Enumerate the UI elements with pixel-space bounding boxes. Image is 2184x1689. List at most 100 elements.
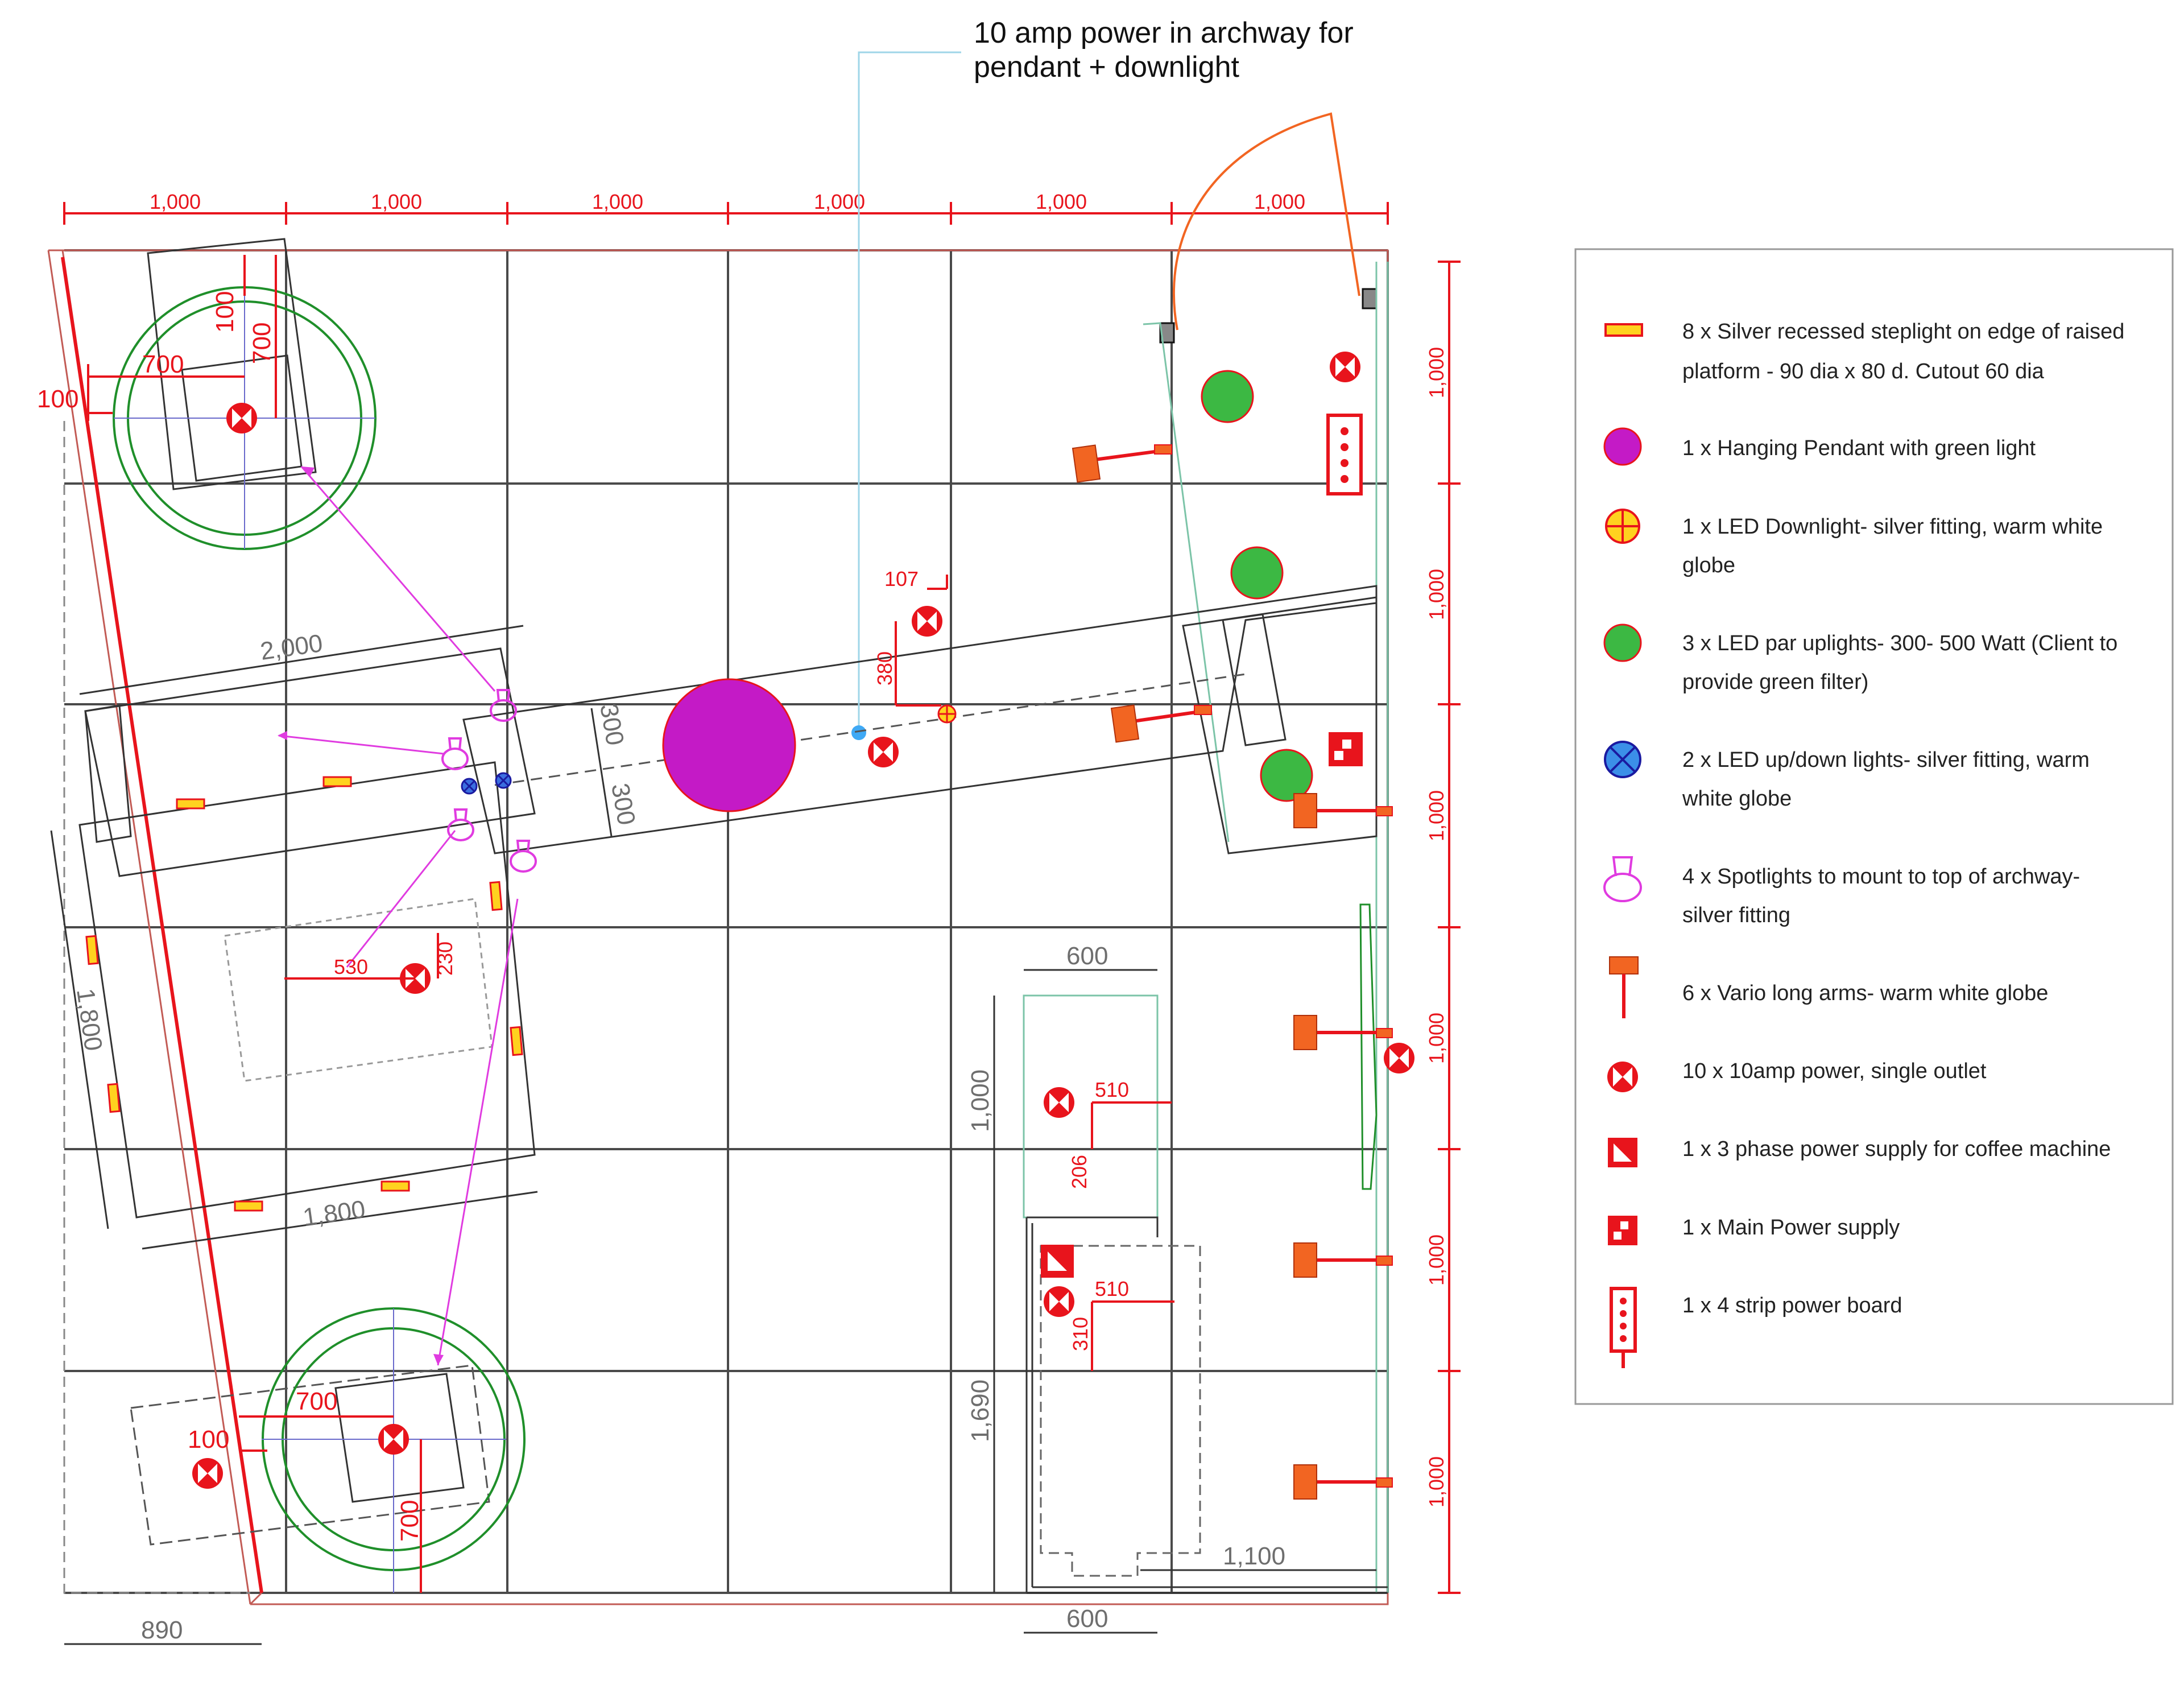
door-swing	[1172, 112, 1360, 331]
top-dim-4: 1,000	[814, 190, 865, 213]
power-380-label: 380	[873, 651, 896, 685]
legend-4-line-1: 3 x LED par uplights- 300- 500 Watt (Cli…	[1682, 631, 2117, 655]
arch-width-a-label: 300	[594, 701, 629, 748]
archway	[462, 585, 1378, 854]
legend-7-line-1: 6 x Vario long arms- warm white globe	[1682, 981, 2048, 1005]
steplight-7	[234, 1200, 263, 1212]
steplight-2	[322, 776, 352, 787]
legend-10-line-1: 1 x Main Power supply	[1682, 1216, 1900, 1240]
vario-arm-6	[1293, 1464, 1393, 1500]
note-leader	[858, 51, 961, 731]
top-dim-5: 1,000	[1036, 190, 1087, 213]
outlet-arch-1	[912, 606, 942, 637]
outlet-bench-1	[1044, 1087, 1074, 1118]
steplight-1	[176, 798, 205, 810]
bench-1690-label: 1,690	[966, 1380, 994, 1442]
note-line-2: pendant + downlight	[974, 51, 1239, 84]
power-530-label: 530	[334, 955, 368, 978]
spotlight-2	[441, 737, 469, 770]
aim-arrow-1	[301, 466, 315, 477]
downlight	[937, 704, 957, 724]
legend-vario-arm-icon	[1609, 956, 1639, 1018]
up-down-light-2	[495, 772, 512, 789]
right-dim-6: 1,000	[1425, 1456, 1448, 1508]
legend-2-line-1: 1 x Hanging Pendant with green light	[1682, 436, 2036, 460]
legend-steplight-icon	[1604, 323, 1643, 337]
spotlight-4	[510, 840, 537, 873]
power-107-label: 107	[884, 567, 919, 590]
legend-par-uplight-icon	[1603, 623, 1642, 662]
legend-1-line-2: platform - 90 dia x 80 d. Cutout 60 dia	[1682, 360, 2045, 383]
top-dimension-line	[63, 202, 1389, 225]
platform-length-bottom-label: 1,800	[301, 1195, 367, 1232]
legend-9-line-1: 1 x 3 phase power supply for coffee mach…	[1682, 1137, 2111, 1161]
legend-5-line-2: white globe	[1682, 787, 1792, 811]
note-line-1: 10 amp power in archway for	[974, 16, 1354, 49]
legend-3-line-1: 1 x LED Downlight- silver fitting, warm …	[1682, 515, 2103, 539]
plinth-bottom-outlet-outer	[192, 1458, 223, 1489]
plinth-bottom-side-label: 100	[188, 1426, 229, 1453]
legend-6-line-1: 4 x Spotlights to mount to top of archwa…	[1682, 865, 2080, 889]
plinth-top-offset-label: 100	[211, 291, 239, 333]
vario-arm-4	[1293, 1015, 1393, 1050]
plinth-top-side-label: 100	[37, 385, 78, 413]
plinth-top-dims	[87, 255, 277, 421]
vario-arm-1	[1072, 444, 1172, 483]
door-post-right	[1362, 288, 1378, 309]
legend-up-down-light-icon	[1604, 741, 1641, 778]
legend-3-line-2: globe	[1682, 554, 1735, 577]
legend-power-board-icon	[1610, 1287, 1637, 1368]
vario-arm-2	[1111, 704, 1212, 743]
power-230-label: 230	[433, 941, 457, 976]
top-dim-3: 1,000	[592, 190, 643, 213]
bench-206-label: 206	[1068, 1155, 1091, 1189]
legend-11-line-1: 1 x 4 strip power board	[1682, 1294, 1902, 1318]
bench-top-width-label: 600	[1066, 942, 1108, 970]
bench-dashed-zone	[1040, 1245, 1201, 1577]
aim-arrow-2	[278, 731, 287, 740]
bench-510-b-label: 510	[1095, 1277, 1129, 1300]
plinth-top-width-label: 700	[142, 350, 184, 378]
top-dim-1: 1,000	[150, 190, 201, 213]
legend-6-line-2: silver fitting	[1682, 903, 1790, 927]
par-uplight-2	[1230, 546, 1284, 600]
outlet-door	[1330, 352, 1360, 382]
legend-main-power-icon	[1608, 1216, 1637, 1245]
bench-lower-outline	[1025, 1216, 1388, 1594]
note-leader-dot	[851, 725, 866, 740]
plinth-top-depth-label: 700	[248, 323, 276, 364]
right-dim-5: 1,000	[1425, 1234, 1448, 1286]
three-phase-supply	[1041, 1245, 1074, 1278]
outlet-bench-2	[1044, 1286, 1074, 1317]
arch-width-b-label: 300	[606, 781, 640, 827]
plinth-bottom-depth-label: 700	[396, 1500, 424, 1542]
bench-1100-label: 1,100	[1223, 1542, 1285, 1570]
pendant-light	[662, 678, 796, 812]
archway-width-dim	[590, 708, 613, 837]
plinth-bottom-width-label: 700	[296, 1387, 337, 1415]
legend-1-line-1: 8 x Silver recessed steplight on edge of…	[1682, 320, 2124, 344]
legend-pendant-icon	[1603, 427, 1642, 466]
legend-4-line-2: provide green filter)	[1682, 670, 1868, 694]
side-wall-outline	[1143, 262, 1389, 1593]
vario-arm-5	[1293, 1242, 1393, 1278]
outlet-right-wall	[1384, 1043, 1414, 1073]
steplight-4	[107, 1083, 121, 1113]
right-dim-2: 1,000	[1425, 569, 1448, 620]
legend-box	[1574, 248, 2174, 1405]
bottom-left-890-label: 890	[141, 1616, 183, 1644]
legend-power-outlet-icon	[1607, 1062, 1638, 1092]
plinth-top-outlet	[226, 403, 257, 433]
plinth-bottom-dims	[239, 1415, 422, 1593]
power-board	[1326, 414, 1363, 495]
outlet-dims	[284, 575, 948, 980]
top-dim-6: 1,000	[1254, 190, 1305, 213]
right-dimension-line	[1438, 261, 1461, 1594]
legend-8-line-1: 10 x 10amp power, single outlet	[1682, 1059, 1987, 1083]
bench-510-a-label: 510	[1095, 1078, 1129, 1101]
spotlight-aim-lines	[278, 466, 519, 1366]
feature-wall	[61, 257, 263, 1593]
par-uplight-1	[1201, 370, 1254, 423]
bench-dims-grey	[64, 969, 1376, 1645]
